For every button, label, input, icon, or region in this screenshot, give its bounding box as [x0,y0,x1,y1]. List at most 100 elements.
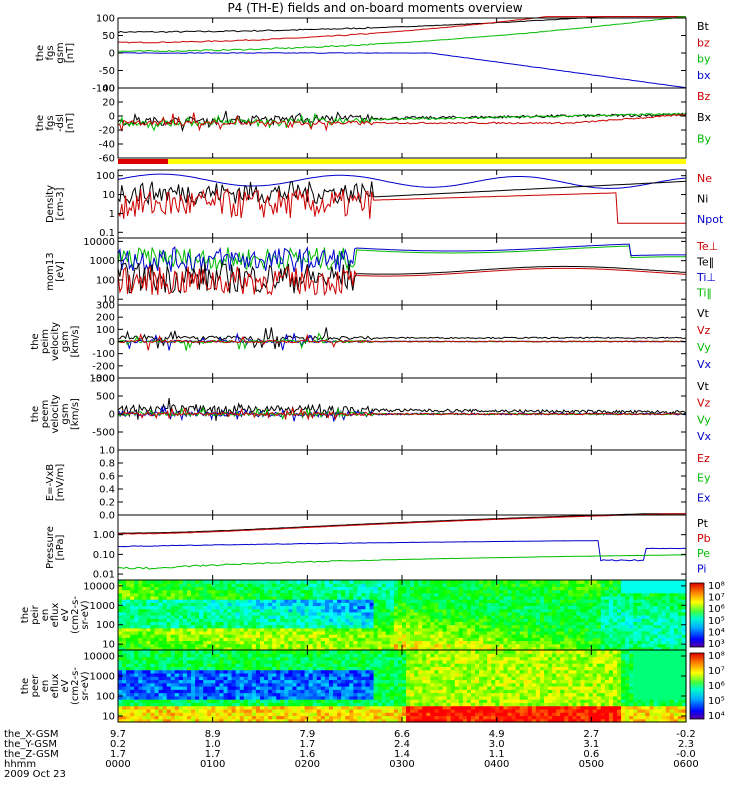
spectrogram-cell [296,672,302,677]
spectrogram-cell [576,646,582,651]
spectrogram-cell [369,586,375,591]
spectrogram-cell [118,676,123,681]
spectrogram-cell [191,650,196,654]
spectrogram-cell [260,602,265,607]
spectrogram-cell [280,634,285,638]
spectrogram-cell [515,630,521,635]
spectrogram-cell [264,692,269,697]
spectrogram-cell [158,630,164,635]
spectrogram-cell [162,715,168,720]
spectrogram-cell [142,672,147,677]
spectrogram-cell [146,718,152,723]
spectrogram-cell [446,630,452,635]
spectrogram-cell [219,580,225,584]
spectrogram-cell [454,643,460,648]
spectrogram-cell [337,618,342,622]
spectrogram-cell [393,605,399,610]
spectrogram-cell [178,666,184,671]
spectrogram-cell [357,627,363,632]
spectrogram-cell [397,715,403,720]
spectrogram-cell [166,708,172,713]
spectrogram-cell [337,611,342,616]
spectrogram-cell [227,659,233,664]
spectrogram-cell [653,583,659,587]
spectrogram-cell [296,659,302,664]
spectrogram-cell [219,602,225,607]
spectrogram-cell [389,640,395,645]
spectrogram-cell [324,712,330,717]
spectrogram-cell [633,627,638,632]
spectrogram-cell [288,712,294,717]
spectrogram-cell [633,618,638,622]
spectrogram-cell [251,643,257,648]
legend-label-Vy: Vy [697,413,711,426]
spectrogram-cell [211,583,216,587]
spectrogram-cell [653,640,659,645]
spectrogram-cell [625,592,630,597]
y-axis-label: gsm [60,331,71,352]
spectrogram-cell [596,583,602,587]
spectrogram-cell [247,699,253,703]
spectrogram-cell [288,580,294,584]
spectrogram-cell [231,599,237,603]
spectrogram-cell [511,640,517,645]
spectrogram-cell [130,630,135,635]
spectrogram-cell [333,702,338,707]
spectrogram-cell [527,615,533,619]
spectrogram-cell [337,615,342,619]
spectrogram-cell [645,592,651,597]
spectrogram-cell [251,663,257,667]
spectrogram-cell [227,689,233,694]
spectrogram-cell [186,653,192,658]
spectrogram-cell [373,712,379,717]
spectrogram-cell [410,586,415,591]
spectrogram-cell [369,611,375,616]
spectrogram-cell [633,595,638,600]
spectrogram-cell [604,643,610,648]
spectrogram-cell [312,646,318,651]
spectrogram-cell [568,580,573,584]
y-tick-label: 0.10 [93,550,115,561]
spectrogram-cell [406,592,411,597]
spectrogram-cell [588,615,594,619]
spectrogram-cell [475,583,480,587]
spectrogram-cell [320,586,326,591]
spectrogram-cell [389,608,395,613]
spectrogram-cell [251,618,257,622]
spectrogram-cell [503,583,509,587]
spectrogram-cell [345,621,350,626]
spectrogram-cell [661,630,667,635]
spectrogram-cell [661,615,667,619]
spectrogram-cell [118,653,123,658]
spectrogram-cell [195,621,200,626]
spectrogram-cell [572,599,578,603]
spectrogram-cell [255,663,261,667]
spectrogram-cell [369,682,375,687]
spectrogram-cell [251,676,257,681]
spectrogram-cell [649,624,655,629]
spectrogram-cell [637,586,642,591]
spectrogram-cell [531,646,537,651]
spectrogram-cell [320,689,326,694]
spectrogram-cell [673,615,679,619]
spectrogram-cell [211,653,216,658]
spectrogram-cell [223,643,229,648]
spectrogram-cell [345,608,350,613]
spectrogram-cell [126,686,131,690]
spectrogram-cell [308,699,314,703]
spectrogram-cell [345,605,350,610]
spectrogram-cell [625,624,630,629]
spectrogram-cell [122,656,127,661]
spectrogram-cell [231,602,237,607]
spectrogram-cell [227,605,233,610]
spectrogram-cell [146,666,152,671]
y-axis-label: peim [40,329,51,354]
spectrogram-cell [166,608,172,613]
spectrogram-cell [641,640,647,645]
spectrogram-cell [268,605,273,610]
spectrogram-cell [324,643,330,648]
legend-label-Bx: Bx [697,111,712,124]
spectrogram-cell [235,699,241,703]
spectrogram-cell [150,666,156,671]
